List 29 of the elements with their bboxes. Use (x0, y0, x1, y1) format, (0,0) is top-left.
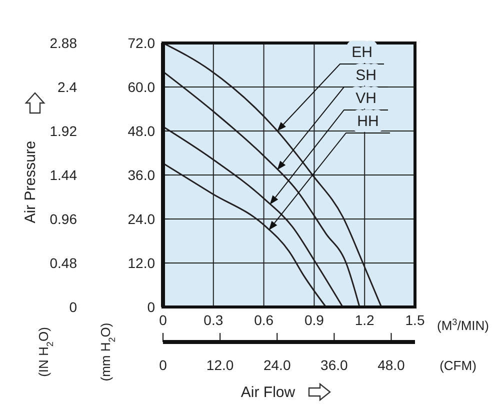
y-tick-label: 0 (69, 298, 78, 315)
x2-tick-label: 0 (159, 357, 168, 373)
y-tick-label: 2.4 (58, 78, 78, 95)
text: (M$^{3}$/MIN) (436, 317, 490, 333)
y2-tick-label: 60.0 (128, 78, 156, 95)
x-axis-title: Air Flow (240, 384, 296, 401)
x2-tick-label: 12.0 (206, 357, 234, 373)
y2-tick-label: 0 (147, 298, 156, 315)
y-tick-label: 0.96 (50, 210, 78, 227)
y-tick-label: 1.92 (50, 122, 78, 139)
y2-tick-label: 72.0 (128, 34, 156, 51)
y-tick-label: 0.48 (50, 254, 78, 271)
y-tick-label: 1.44 (50, 166, 78, 183)
x-tick-label: 1.5 (405, 312, 425, 328)
x-tick-label: 0.9 (304, 312, 324, 328)
y-axis-title: Air Pressure (22, 140, 39, 224)
x2-tick-label: 24.0 (263, 357, 291, 373)
y2-tick-label: 12.0 (128, 254, 156, 271)
x-tick-label: 1.2 (354, 312, 375, 328)
x-tick-label: 0.3 (204, 312, 224, 328)
x-tick-label: 0 (159, 312, 168, 328)
y-tick-label: 2.88 (50, 34, 78, 51)
y2-tick-label: 48.0 (128, 122, 156, 139)
y2-tick-label: 24.0 (128, 210, 156, 227)
x-tick-label: 0.6 (254, 312, 274, 328)
x2-tick-label: 36.0 (320, 357, 348, 373)
y2-tick-label: 36.0 (128, 166, 156, 183)
x2-tick-label: 48.0 (378, 357, 406, 373)
x2-axis-title: (CFM) (440, 358, 476, 373)
